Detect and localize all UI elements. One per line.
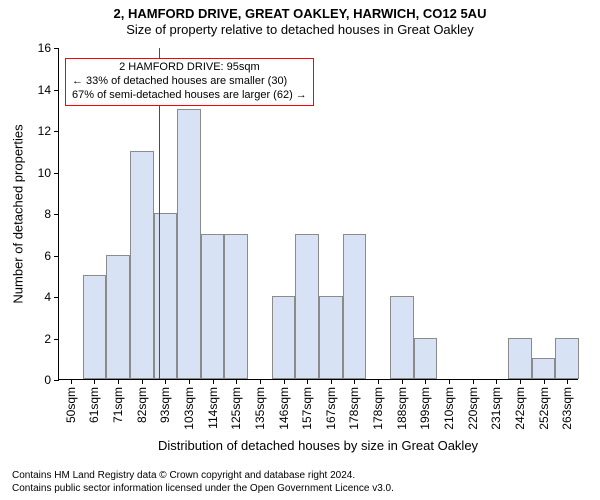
bar bbox=[295, 234, 319, 379]
x-tick: 61sqm bbox=[87, 379, 101, 423]
chart-subtitle: Size of property relative to detached ho… bbox=[0, 22, 600, 37]
y-tick: 6 bbox=[44, 249, 59, 263]
bar bbox=[319, 296, 343, 379]
bar bbox=[154, 213, 178, 379]
bar bbox=[414, 338, 438, 380]
y-tick: 16 bbox=[38, 41, 59, 55]
annotation-line: 2 HAMFORD DRIVE: 95sqm bbox=[72, 61, 307, 75]
bar bbox=[83, 275, 107, 379]
x-tick: 199sqm bbox=[418, 379, 432, 430]
attr-line1: Contains HM Land Registry data © Crown c… bbox=[12, 470, 588, 483]
x-tick: 252sqm bbox=[537, 379, 551, 430]
y-tick: 4 bbox=[44, 290, 59, 304]
x-tick: 103sqm bbox=[182, 379, 196, 430]
x-tick: 114sqm bbox=[206, 379, 220, 429]
x-tick: 125sqm bbox=[229, 379, 243, 430]
bar bbox=[343, 234, 367, 379]
x-tick: 178sqm bbox=[347, 379, 361, 430]
bar bbox=[177, 109, 201, 379]
annotation-line: 67% of semi-detached houses are larger (… bbox=[72, 89, 307, 103]
annotation-box: 2 HAMFORD DRIVE: 95sqm← 33% of detached … bbox=[65, 58, 314, 106]
x-tick: 210sqm bbox=[442, 379, 456, 430]
bar bbox=[555, 338, 579, 380]
x-tick: 167sqm bbox=[324, 379, 338, 430]
x-axis-label: Distribution of detached houses by size … bbox=[158, 438, 478, 453]
figure-container: { "title": { "line1": "2, HAMFORD DRIVE,… bbox=[0, 0, 600, 500]
x-tick: 71sqm bbox=[111, 379, 125, 423]
y-tick: 0 bbox=[44, 373, 59, 387]
bar bbox=[130, 151, 154, 379]
x-tick: 231sqm bbox=[489, 379, 503, 430]
y-tick: 10 bbox=[38, 166, 59, 180]
y-tick: 8 bbox=[44, 207, 59, 221]
x-tick: 93sqm bbox=[158, 379, 172, 423]
plot-area: 024681012141650sqm61sqm71sqm82sqm93sqm10… bbox=[58, 48, 578, 380]
annotation-line: ← 33% of detached houses are smaller (30… bbox=[72, 75, 307, 89]
x-tick: 146sqm bbox=[277, 379, 291, 430]
y-axis-label: Number of detached properties bbox=[11, 124, 26, 303]
x-tick: 242sqm bbox=[513, 379, 527, 430]
x-tick: 50sqm bbox=[64, 379, 78, 423]
x-tick: 82sqm bbox=[135, 379, 149, 423]
y-tick: 12 bbox=[38, 124, 59, 138]
x-tick: 157sqm bbox=[300, 379, 314, 430]
bar bbox=[508, 338, 532, 380]
attribution-text: Contains HM Land Registry data © Crown c… bbox=[12, 470, 588, 495]
bar bbox=[272, 296, 296, 379]
x-tick: 263sqm bbox=[560, 379, 574, 430]
x-tick: 135sqm bbox=[253, 379, 267, 430]
bar bbox=[390, 296, 414, 379]
bar bbox=[532, 358, 556, 379]
x-tick: 178sqm bbox=[371, 379, 385, 430]
bar bbox=[201, 234, 225, 379]
bar bbox=[224, 234, 248, 379]
x-tick: 220sqm bbox=[466, 379, 480, 430]
attr-line2: Contains public sector information licen… bbox=[12, 483, 588, 496]
y-tick: 2 bbox=[44, 332, 59, 346]
y-tick: 14 bbox=[38, 83, 59, 97]
x-tick: 188sqm bbox=[395, 379, 409, 430]
chart-title: 2, HAMFORD DRIVE, GREAT OAKLEY, HARWICH,… bbox=[0, 0, 600, 22]
bar bbox=[106, 255, 130, 380]
